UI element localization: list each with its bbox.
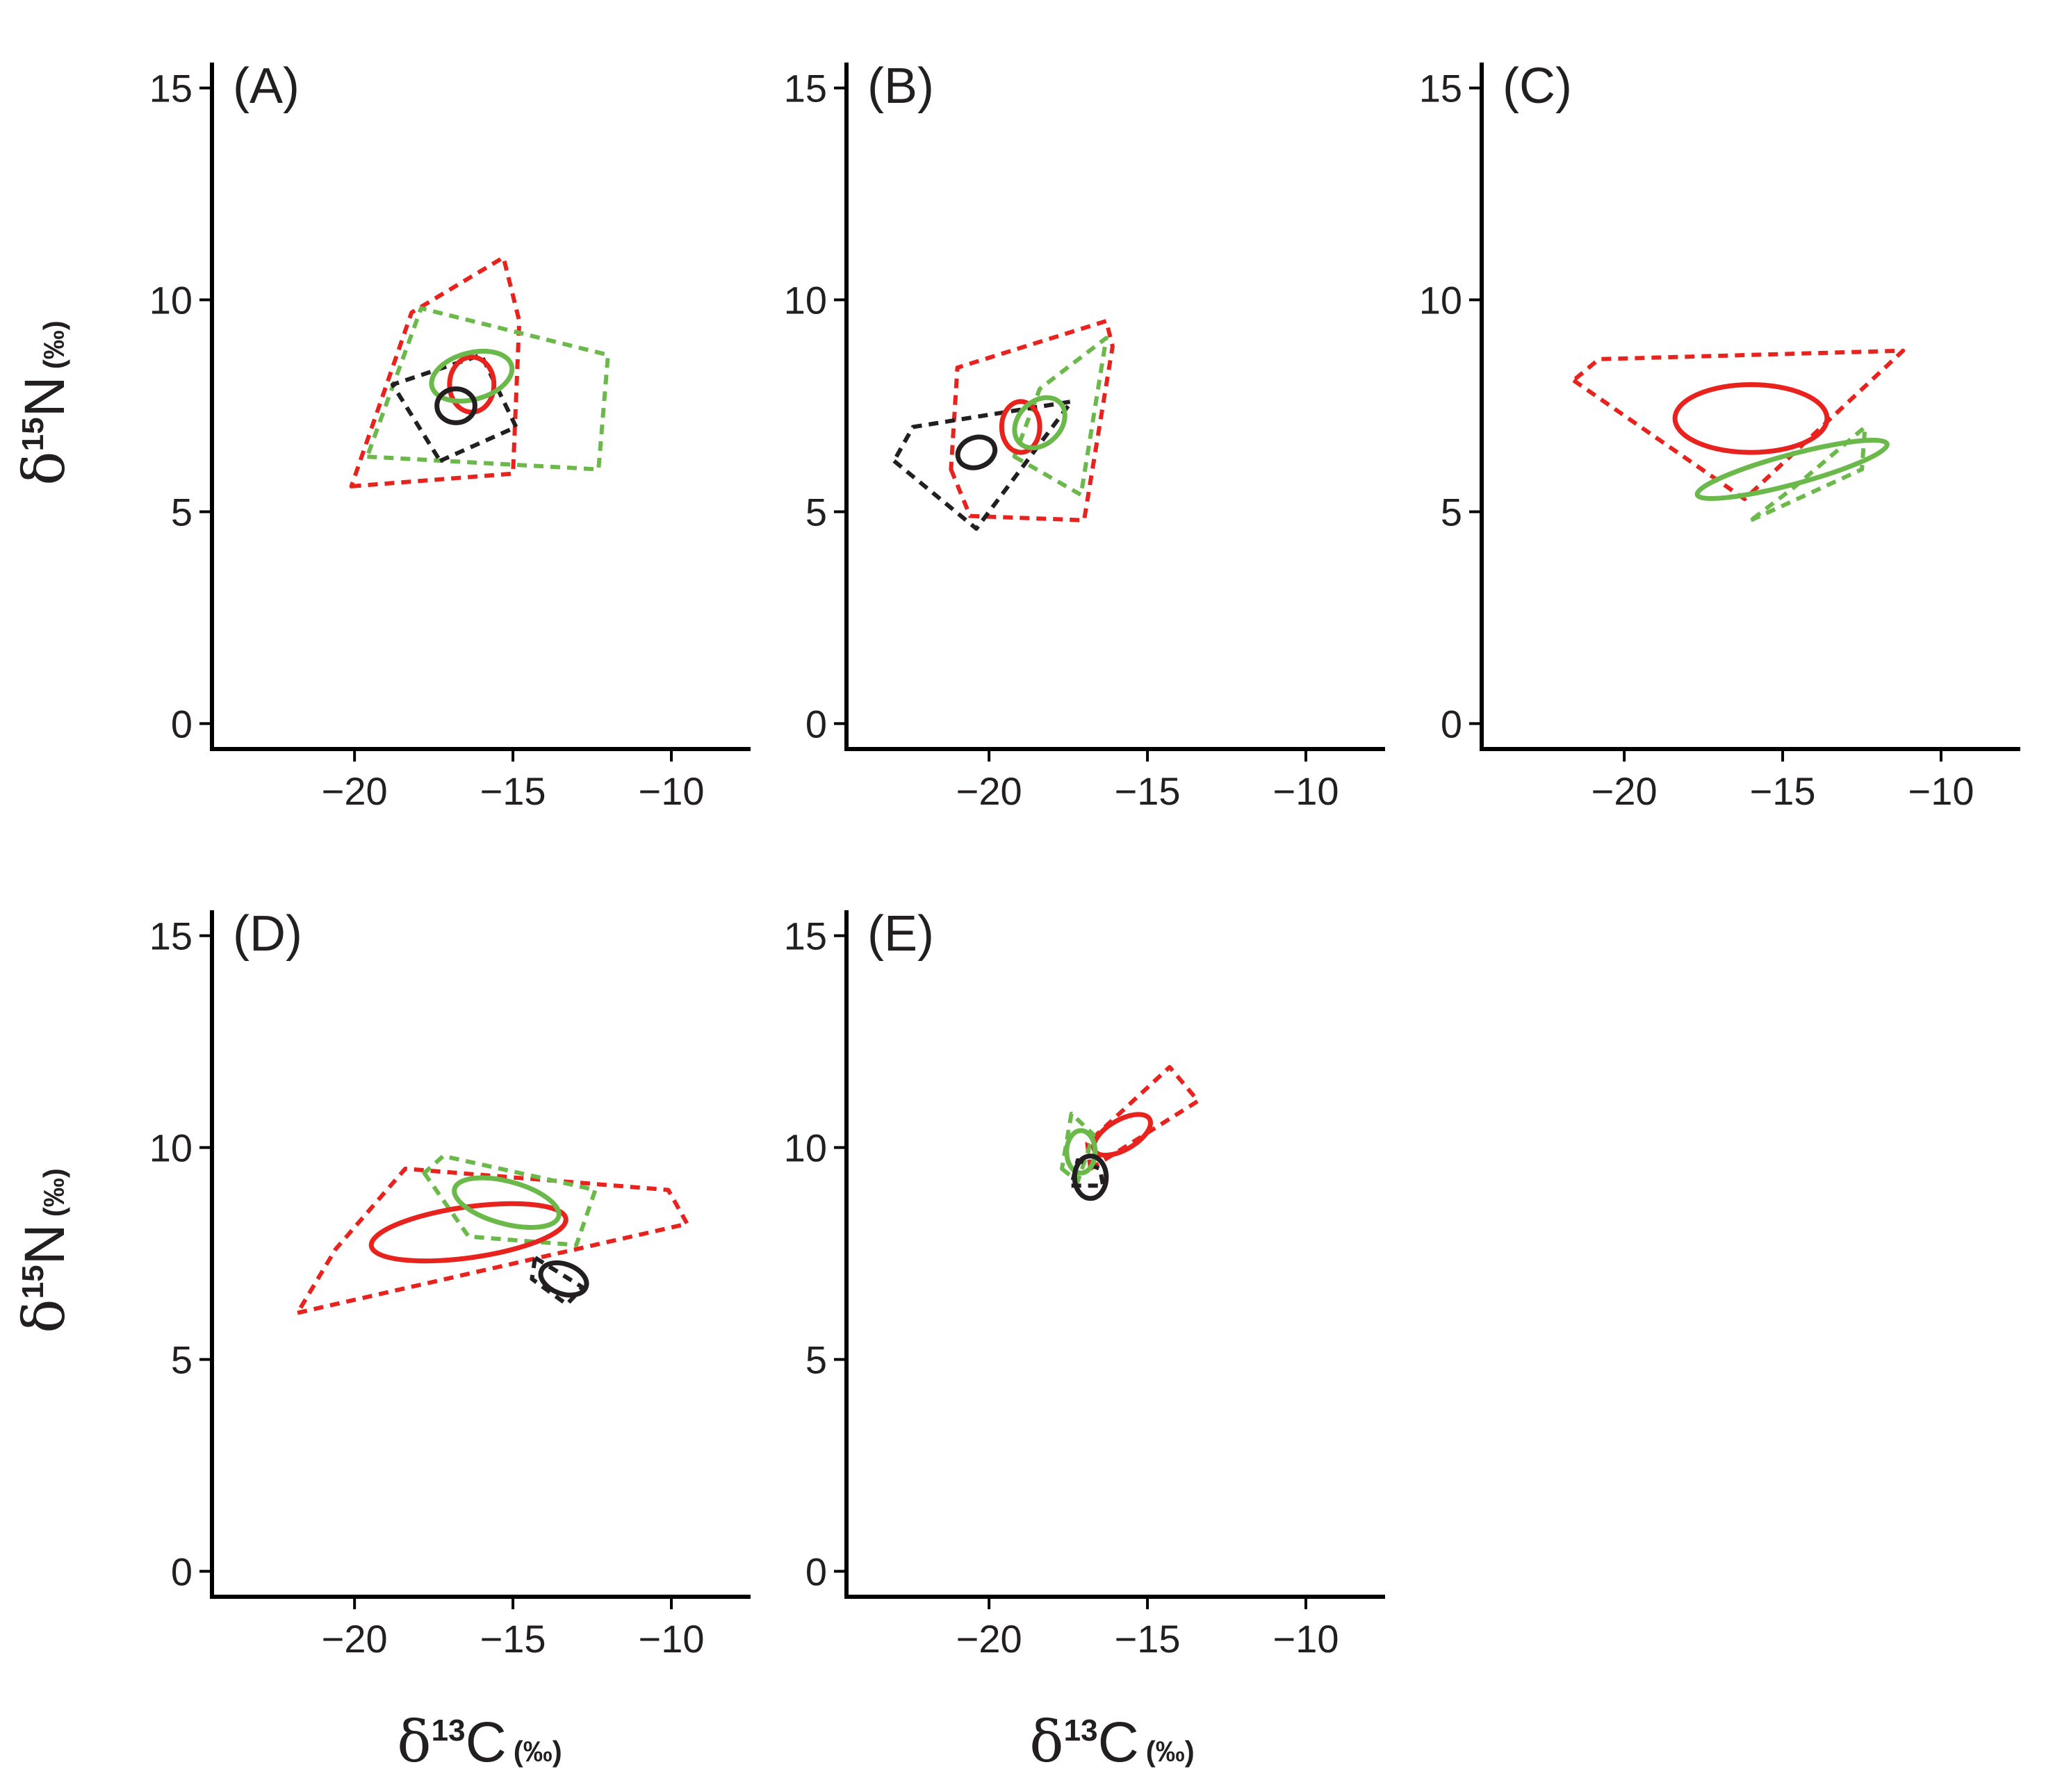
panel-b: 0 5 10 15 −20 −15 −10 (B) xyxy=(784,58,1385,813)
hull-green xyxy=(1012,336,1108,498)
x-tick-label: −10 xyxy=(639,769,705,813)
x-axis-title-left: δ13C (‰) xyxy=(397,1709,562,1775)
ellipse-red xyxy=(999,399,1042,455)
y-tick-label: 0 xyxy=(805,1549,827,1593)
x-tick-label: −15 xyxy=(1750,769,1816,813)
hull-red xyxy=(349,255,522,488)
hull-red xyxy=(295,1167,689,1315)
ellipse-red xyxy=(447,354,497,415)
y-tick-label: 0 xyxy=(805,702,827,746)
y-tick-label: 5 xyxy=(1441,490,1462,534)
ellipse-black xyxy=(538,1260,589,1298)
ellipse-red xyxy=(1091,1112,1154,1158)
y-tick-label: 5 xyxy=(171,1338,193,1381)
y-tick-label: 15 xyxy=(149,914,193,958)
x-tick-label: −20 xyxy=(322,769,388,813)
y-tick-label: 10 xyxy=(149,279,193,322)
hull-green xyxy=(1749,425,1867,523)
x-tick-label: −20 xyxy=(1591,769,1658,813)
hull-red xyxy=(1571,348,1906,502)
y-tick-label: 15 xyxy=(784,67,827,110)
hull-black xyxy=(1069,1158,1106,1188)
x-axis-title-right: δ13C (‰) xyxy=(1029,1709,1195,1775)
svg-text:δ15N(‰): δ15N(‰) xyxy=(12,1168,78,1333)
x-tick-label: −10 xyxy=(639,1617,705,1661)
panel-label: (D) xyxy=(233,906,302,962)
x-tick-label: −20 xyxy=(322,1617,388,1661)
hull-green xyxy=(1060,1111,1096,1184)
ellipse-green xyxy=(1694,437,1890,501)
svg-text:δ13C(‰): δ13C (‰) xyxy=(397,1709,562,1775)
y-tick-label: 15 xyxy=(149,67,193,110)
panel-label: (A) xyxy=(233,58,300,114)
ellipse-green xyxy=(429,348,515,404)
panel-c: 0 5 10 15 −20 −15 −10 (C) xyxy=(1419,58,2020,813)
x-tick-label: −10 xyxy=(1273,1617,1339,1661)
ellipse-black xyxy=(1072,1153,1109,1201)
y-tick-label: 5 xyxy=(805,1338,827,1381)
hull-black xyxy=(390,352,518,463)
x-tick-label: −15 xyxy=(480,1617,546,1661)
ellipse-red xyxy=(1672,382,1830,455)
hull-black xyxy=(530,1256,585,1307)
hull-red xyxy=(949,319,1115,523)
x-tick-label: −15 xyxy=(1115,769,1181,813)
panel-e: 0 5 10 15 −20 −15 −10 (E) xyxy=(784,906,1385,1661)
y-tick-label: 10 xyxy=(784,1126,827,1170)
x-tick-label: −10 xyxy=(1273,769,1339,813)
svg-text:δ13C(‰): δ13C (‰) xyxy=(1029,1709,1195,1775)
y-tick-label: 10 xyxy=(149,1126,193,1170)
ellipse-black xyxy=(434,386,477,425)
x-tick-label: −20 xyxy=(956,1617,1022,1661)
panel-label: (E) xyxy=(867,906,934,962)
y-axis-title-top: δ15N(‰) xyxy=(12,320,78,486)
ellipse-green xyxy=(1064,1128,1098,1176)
ellipse-green xyxy=(1012,395,1067,451)
y-axis-title-bottom: δ15N(‰) xyxy=(12,1168,78,1333)
y-tick-label: 0 xyxy=(171,1549,193,1593)
y-tick-label: 0 xyxy=(1441,702,1462,746)
y-tick-label: 15 xyxy=(1419,67,1462,110)
svg-text:δ15N(‰): δ15N(‰) xyxy=(12,320,78,486)
panels: 0 5 10 15 −20 −15 −10 (A) 0 5 10 15 −20 −15 −10 (B) 0 5 10… xyxy=(149,58,2020,1661)
x-tick-label: −10 xyxy=(1908,769,1974,813)
y-tick-label: 5 xyxy=(171,490,193,534)
hull-green xyxy=(365,306,610,472)
hull-green xyxy=(422,1153,598,1247)
x-tick-label: −15 xyxy=(480,769,546,813)
hull-black xyxy=(892,399,1074,531)
ellipse-green xyxy=(452,1175,562,1230)
y-tick-label: 10 xyxy=(1419,279,1462,322)
panel-d: 0 5 10 15 −20 −15 −10 (D) xyxy=(149,906,751,1661)
ellipse-black xyxy=(955,434,998,470)
panel-label: (C) xyxy=(1503,58,1572,114)
y-tick-label: 5 xyxy=(805,490,827,534)
y-tick-label: 15 xyxy=(784,914,827,958)
x-tick-label: −20 xyxy=(956,769,1022,813)
y-tick-label: 10 xyxy=(784,279,827,322)
x-tick-label: −15 xyxy=(1115,1617,1181,1661)
panel-label: (B) xyxy=(867,58,934,114)
panel-a: 0 5 10 15 −20 −15 −10 (A) xyxy=(149,58,751,813)
y-tick-label: 0 xyxy=(171,702,193,746)
